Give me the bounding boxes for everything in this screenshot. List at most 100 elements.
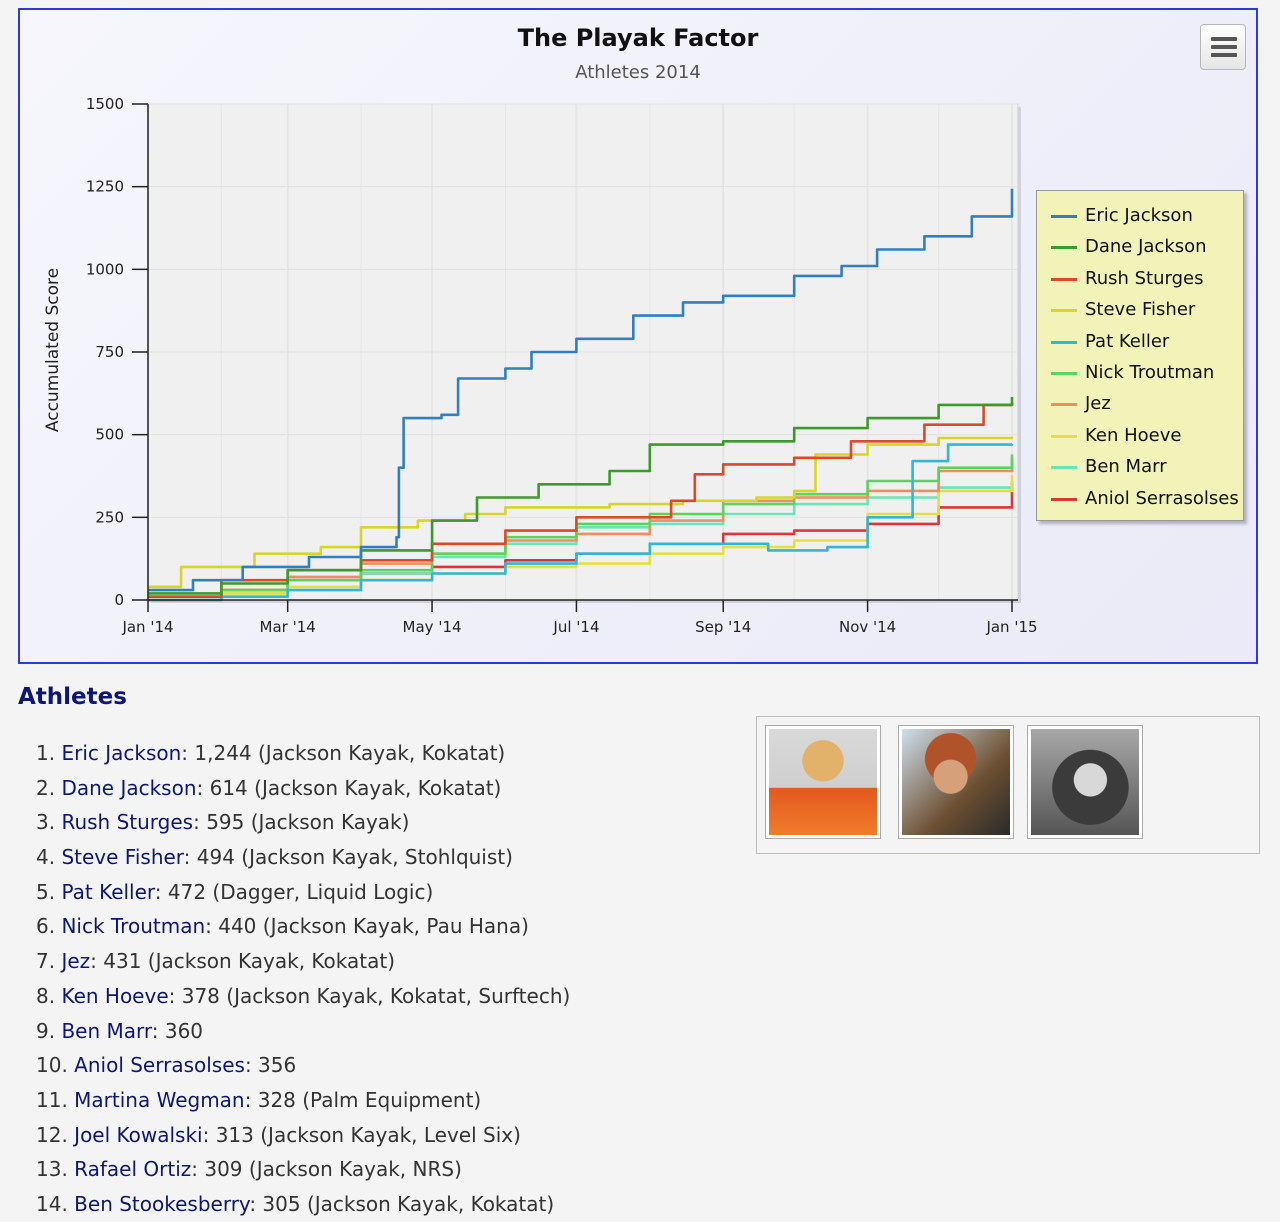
athlete-name-link[interactable]: Eric Jackson [61,741,182,765]
athlete-score-detail: : 1,244 (Jackson Kayak, Kokatat) [181,741,506,765]
athlete-score-detail: : 360 [151,1018,204,1043]
athlete-name-link[interactable]: Ken Hoeve [61,983,169,1008]
legend-swatch [1051,371,1077,375]
series-line-pat-keller[interactable] [148,443,1014,602]
athlete-photo[interactable] [765,725,881,839]
athlete-name-link[interactable]: Rafael Ortiz [74,1157,192,1182]
athlete-name-link[interactable]: Joel Kowalski [74,1122,203,1147]
legend-item-jez[interactable]: Jez [1037,390,1243,421]
athlete-score-detail: : 472 (Dagger, Liquid Logic) [154,879,434,904]
athlete-name-link[interactable]: Aniol Serrasolses [74,1053,245,1078]
athlete-photo-hood [1031,729,1139,835]
legend-label: Aniol Serrasolses [1085,487,1239,509]
y-tick-label: 0 [114,591,124,609]
athlete-list-item: 10. Aniol Serrasolses: 356 [36,1048,570,1083]
athlete-list-item: 6. Nick Troutman: 440 (Jackson Kayak, Pa… [36,909,570,944]
legend-swatch [1051,434,1077,438]
athlete-rank: 12. [36,1122,75,1147]
legend-item-steve-fisher[interactable]: Steve Fisher [1037,296,1243,327]
athlete-rank: 10. [36,1053,75,1078]
athlete-list-item: 12. Joel Kowalski: 313 (Jackson Kayak, L… [36,1118,570,1153]
athlete-name-link[interactable]: Dane Jackson [61,775,197,800]
series-line-steve-fisher[interactable] [148,436,1014,589]
chart-menu-button[interactable] [1200,24,1246,70]
legend-label: Rush Sturges [1085,267,1204,289]
athlete-name-link[interactable]: Steve Fisher [61,845,184,870]
legend-label: Jez [1085,393,1111,415]
athlete-list-item: 7. Jez: 431 (Jackson Kayak, Kokatat) [36,944,570,979]
athlete-rank: 4. [36,845,62,870]
athlete-score-detail: : 440 (Jackson Kayak, Pau Hana) [205,914,529,939]
athlete-score-detail: : 328 (Palm Equipment) [244,1087,482,1112]
legend-item-nick-troutman[interactable]: Nick Troutman [1037,359,1243,390]
y-tick-label: 1250 [86,178,124,196]
athlete-name-link[interactable]: Ben Stookesberry [74,1191,250,1216]
athlete-score-detail: : 305 (Jackson Kayak, Kokatat) [249,1191,555,1216]
series-line-dane-jackson[interactable] [148,397,1014,595]
athlete-list-item: 13. Rafael Ortiz: 309 (Jackson Kayak, NR… [36,1152,570,1187]
legend-swatch [1051,309,1077,313]
legend-item-dane-jackson[interactable]: Dane Jackson [1037,233,1243,264]
x-tick-label: Jan '15 [985,618,1037,636]
y-tick-label: 750 [95,343,124,361]
athlete-rank: 6. [36,914,62,939]
chart-legend: Eric Jackson Dane Jackson Rush Sturges Stev… [1036,190,1244,521]
athlete-score-detail: : 313 (Jackson Kayak, Level Six) [202,1122,521,1147]
legend-item-aniol-serrasolses[interactable]: Aniol Serrasolses [1037,485,1243,516]
athlete-list-item: 4. Steve Fisher: 494 (Jackson Kayak, Sto… [36,840,570,875]
athlete-score-detail: : 494 (Jackson Kayak, Stohlquist) [183,845,513,870]
x-tick-label: Mar '14 [260,618,316,636]
y-axis-title: Accumulated Score [43,268,63,432]
line-chart: Jan '14 Mar '14 May '14 Jul '14 Sep '14 Nov '… [43,95,1038,636]
legend-label: Nick Troutman [1085,361,1215,383]
legend-label: Eric Jackson [1085,205,1193,226]
athlete-list-item: 3. Rush Sturges: 595 (Jackson Kayak) [36,805,570,840]
athlete-name-link[interactable]: Rush Sturges [61,810,194,835]
athlete-score-detail: : 431 (Jackson Kayak, Kokatat) [90,949,395,974]
legend-item-ken-hoeve[interactable]: Ken Hoeve [1037,422,1243,453]
legend-label: Steve Fisher [1085,299,1196,321]
athlete-score-detail: : 378 (Jackson Kayak, Kokatat, Surftech) [168,983,571,1008]
legend-swatch [1051,403,1077,407]
athlete-photo-helmet [769,729,877,835]
legend-item-eric-jackson[interactable]: Eric Jackson [1037,202,1243,233]
athlete-name-link[interactable]: Martina Wegman [74,1087,245,1112]
athlete-rank: 8. [36,983,62,1008]
athlete-name-link[interactable]: Pat Keller [61,879,155,904]
athlete-rank: 13. [36,1157,75,1182]
x-tick-label: Jan '14 [121,618,173,636]
x-tick-label: Sep '14 [695,618,751,636]
athletes-heading: Athletes [18,684,127,710]
athlete-name-link[interactable]: Jez [61,949,91,974]
legend-item-rush-sturges[interactable]: Rush Sturges [1037,265,1243,296]
athlete-rank: 2. [36,775,62,800]
athlete-rank: 11. [36,1087,75,1112]
athlete-photo[interactable] [1027,725,1143,839]
legend-swatch [1051,466,1077,470]
athlete-photo[interactable] [898,725,1014,839]
athlete-list-item: 9. Ben Marr: 360 [36,1014,570,1049]
athlete-score-detail: : 614 (Jackson Kayak, Kokatat) [196,775,502,800]
athlete-list-item: 5. Pat Keller: 472 (Dagger, Liquid Logic… [36,875,570,910]
legend-swatch [1051,340,1077,344]
x-tick-label: May '14 [403,618,462,636]
athlete-rank: 14. [36,1191,75,1216]
athlete-list: 1. Eric Jackson: 1,244 (Jackson Kayak, K… [36,736,570,1222]
series-line-eric-jackson[interactable] [148,188,1014,592]
legend-label: Ken Hoeve [1085,424,1182,446]
athlete-name-link[interactable]: Nick Troutman [61,914,206,939]
chart-container: The Playak Factor Athletes 2014 Jan '14 M… [18,8,1258,664]
legend-swatch [1051,246,1077,250]
athlete-list-item: 2. Dane Jackson: 614 (Jackson Kayak, Kok… [36,771,570,806]
athlete-score-detail: : 356 [244,1053,297,1078]
legend-item-ben-marr[interactable]: Ben Marr [1037,453,1243,484]
athlete-list-item: 1. Eric Jackson: 1,244 (Jackson Kayak, K… [36,736,570,771]
athlete-score-detail: : 595 (Jackson Kayak) [193,810,410,835]
legend-item-pat-keller[interactable]: Pat Keller [1037,328,1243,359]
y-tick-label: 1000 [86,260,124,278]
athlete-rank: 3. [36,810,62,835]
legend-label: Ben Marr [1085,456,1167,478]
legend-swatch [1051,215,1077,218]
athlete-list-item: 14. Ben Stookesberry: 305 (Jackson Kayak… [36,1187,570,1222]
athlete-name-link[interactable]: Ben Marr [61,1018,152,1043]
